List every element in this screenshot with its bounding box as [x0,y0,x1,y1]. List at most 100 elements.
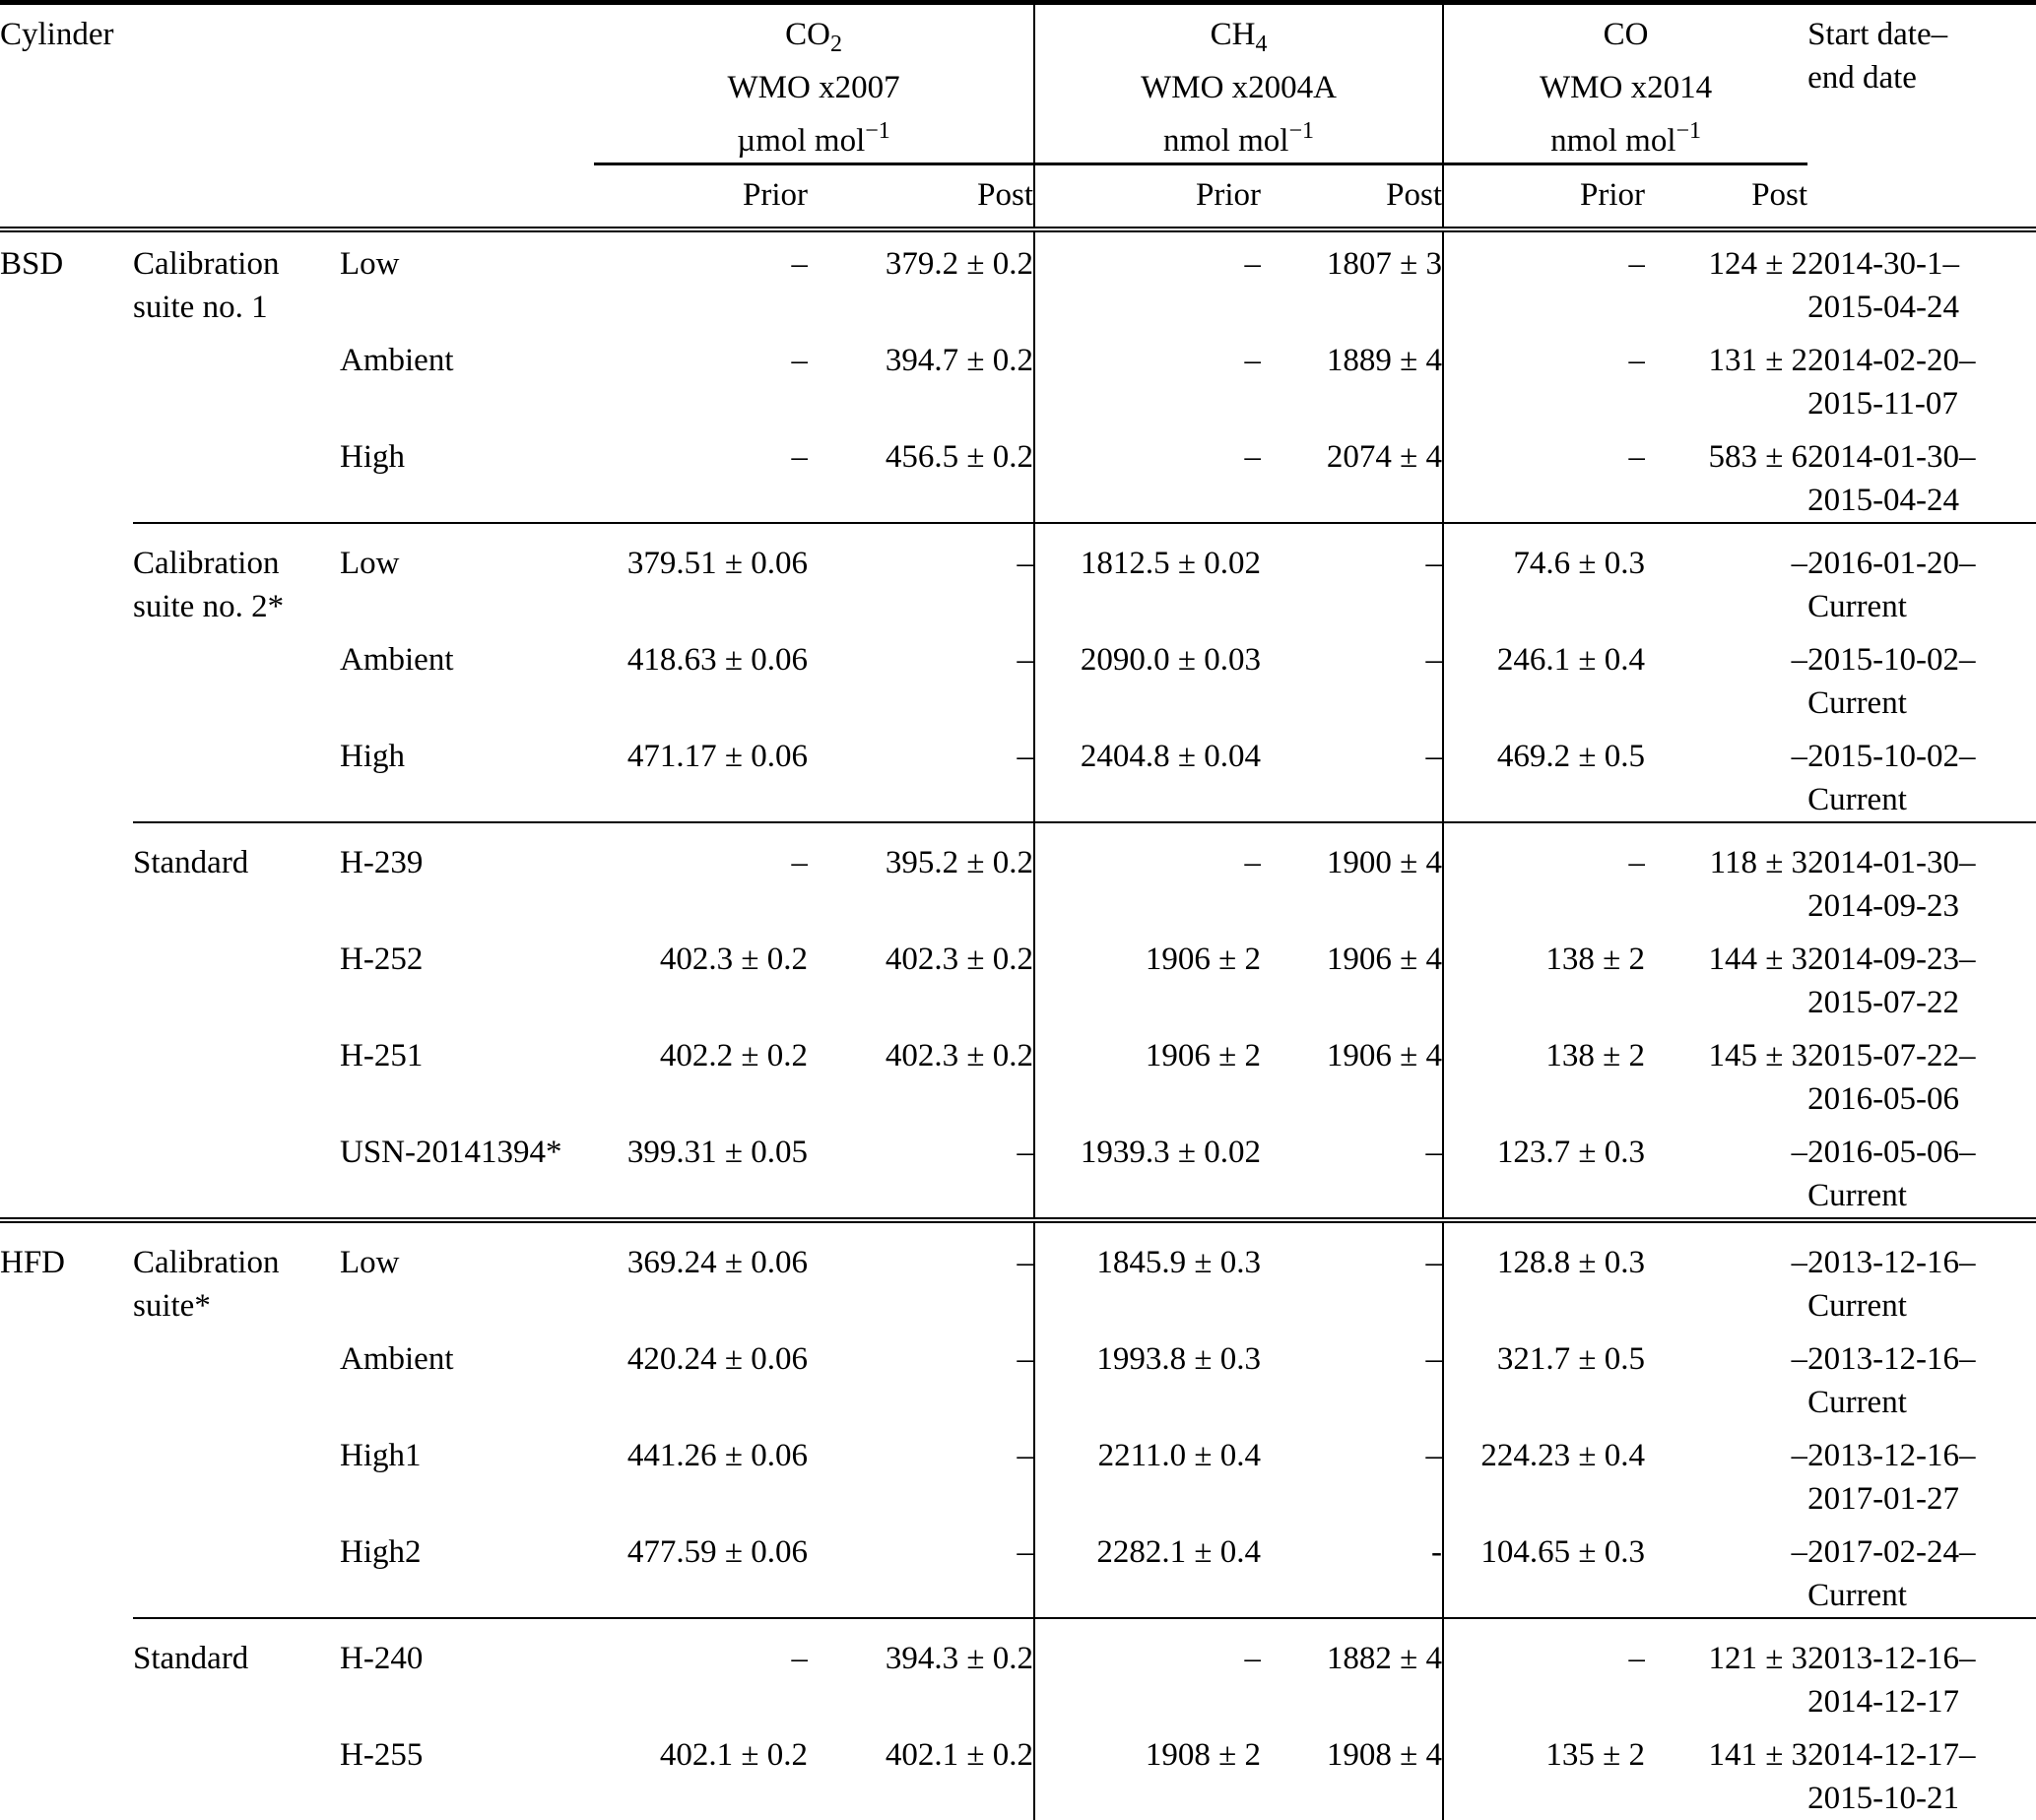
cell-suite: Standard [133,1616,340,1723]
cell-co-prior: 104.65 ± 0.3 [1480,1533,1646,1570]
table-row: High 471.17 ± 0.06–2404.8 ± 0.04–469.2 ± … [0,724,2036,822]
cell-level: High [340,438,405,475]
cell-co-prior: 321.7 ± 0.5 [1496,1340,1646,1377]
cell-co2-prior: 418.63 ± 0.06 [626,641,809,678]
cell-co-prior: 123.7 ± 0.3 [1496,1134,1646,1170]
cell-co-post: 121 ± 3 [1645,1616,1808,1723]
header-spacer [0,163,595,232]
cell-co-prior: 138 ± 2 [1545,1037,1646,1073]
cell-dates: 2014-30-1– 2015-04-24 [1807,245,1960,325]
cell-level: Low [340,245,400,282]
cell-co2-prior: – [791,245,809,282]
cell-level: H-252 [340,941,424,977]
table-row: Ambient –394.7 ± 0.2–1889 ± 4–131 ± 2 2014… [0,328,2036,425]
cell-ch4-prior: – [1244,438,1262,475]
header-dates-spacer [1807,163,2036,232]
cell-ch4-prior: 1812.5 ± 0.02 [1034,521,1262,628]
cell-site [0,1328,133,1424]
cell-ch4-post: – [1261,724,1445,822]
table-row: Calibration suite no. 2* Low 379.51 ± 0.06–… [0,521,2036,628]
cell-site [0,725,133,822]
cell-suite [133,1521,340,1618]
co2-unit-label: µmol mol−1 [737,118,890,159]
header-co2-post: Post [808,163,1036,232]
cell-co2-prior: – [594,820,809,928]
cell-dates: 2016-05-06– Current [1807,1134,1976,1213]
cell-co-prior: – [1443,820,1646,928]
co-gas-label: CO [1603,17,1649,52]
table-row: High –456.5 ± 0.2–2074 ± 4–583 ± 6 2014-01… [0,424,2036,523]
cell-ch4-post: – [1261,1423,1445,1521]
cell-co-prior: – [1443,1616,1646,1723]
header-group-ch4: CH4 WMO x2004A nmol mol−1 [1034,0,1445,165]
cell-level: Ambient [340,1340,454,1377]
cell-co-prior: 74.6 ± 0.3 [1443,521,1646,628]
cell-co-post: – [1791,738,1808,774]
cell-co-prior: 128.8 ± 0.3 [1443,1216,1646,1328]
table-header: Cylinder CO2 WMO x2007 µmol mol−1 CH4 WM… [0,0,2036,232]
cell-dates: 2013-12-16– Current [1807,1216,2036,1328]
cell-ch4-post: 1889 ± 4 [1261,328,1445,425]
cell-dates: 2013-12-16– Current [1807,1340,1976,1420]
table-row: BSD Calibration suite no. 1 Low –379.2 ± 0.2… [0,228,2036,329]
cell-site [0,425,133,523]
cell-ch4-post: – [1261,521,1445,628]
cell-ch4-post: – [1261,1327,1445,1424]
cell-co2-post: – [808,1216,1036,1328]
cell-suite [133,1121,340,1220]
table-row: Ambient 420.24 ± 0.06–1993.8 ± 0.3–321.7 … [0,1327,2036,1424]
cell-ch4-prior: 1908 ± 2 [1145,1736,1262,1773]
co-scale-label: WMO x2014 [1540,70,1713,105]
cell-dates: 2014-01-30– 2014-09-23 [1807,820,2036,928]
table-row: H-251 402.2 ± 0.2 402.3 ± 0.2 1906 ± 2 1906 … [0,1023,2036,1121]
cell-level: H-240 [340,1616,595,1723]
header-co-prior: Prior [1443,163,1646,232]
cell-suite [133,1424,340,1521]
table-row: Standard H-239–395.2 ± 0.2–1900 ± 4–118 ±… [0,820,2036,928]
cell-suite [133,1024,340,1121]
cell-dates: 2015-07-22– 2016-05-06 [1807,1037,1976,1117]
cell-ch4-post: 1906 ± 4 [1261,927,1445,1024]
cell-ch4-post: - [1261,1520,1445,1618]
cell-co2-prior: – [791,438,809,475]
table-row: Standard H-240–394.3 ± 0.2–1882 ± 4–121 ±… [0,1616,2036,1723]
table-row: High2 477.59 ± 0.06–2282.1 ± 0.4-104.65 ±… [0,1520,2036,1618]
cell-site: HFD [0,1216,133,1328]
cell-site [0,1121,133,1220]
cell-co-post: 131 ± 2 [1708,342,1808,378]
table-body: BSD Calibration suite no. 1 Low –379.2 ± 0.2… [0,228,2036,1820]
cell-level: Low [340,1216,595,1328]
header-group-row: Cylinder CO2 WMO x2007 µmol mol−1 CH4 WM… [0,0,2036,165]
table-row: H-255 402.1 ± 0.2 402.1 ± 0.2 1908 ± 2 1908 … [0,1722,2036,1820]
cell-co2-post: 394.7 ± 0.2 [808,328,1036,425]
cell-level: H-255 [340,1736,424,1773]
table-row: H-252 402.3 ± 0.2 402.3 ± 0.2 1906 ± 2 1906 … [0,927,2036,1024]
cell-ch4-post: 1900 ± 4 [1261,820,1445,928]
cell-dates: 2013-12-16– 2014-12-17 [1807,1616,2036,1723]
cell-level: Ambient [340,641,454,678]
cell-dates: 2014-01-30– 2015-04-24 [1807,438,1976,518]
header-dates: Start date– end date [1807,0,2036,164]
cell-ch4-post: 1807 ± 3 [1261,228,1445,329]
co2-gas-label: CO2 [785,17,842,57]
header-ch4-prior: Prior [1034,163,1262,232]
cell-dates: 2013-12-16– 2017-01-27 [1807,1437,1976,1517]
cell-co-prior: 138 ± 2 [1545,941,1646,977]
cell-co2-post: 394.3 ± 0.2 [808,1616,1036,1723]
cell-co2-post: – [808,1520,1036,1618]
cell-site [0,1521,133,1618]
cell-co-prior: 224.23 ± 0.4 [1480,1437,1646,1473]
cell-co2-post: – [808,724,1036,822]
cell-dates: 2015-10-02– Current [1807,738,1976,817]
ch4-gas-label: CH4 [1210,17,1268,57]
cell-suite [133,425,340,523]
table-row: Ambient 418.63 ± 0.06–2090.0 ± 0.03–246.1… [0,627,2036,725]
cell-co-post: – [1791,1340,1808,1377]
cell-suite: Calibration suite no. 2* [133,521,340,628]
cell-co2-post: 402.3 ± 0.2 [808,927,1036,1024]
cell-level: USN-20141394* [340,1134,562,1170]
cell-dates: 2014-02-20– 2015-11-07 [1807,342,1976,422]
co-unit-label: nmol mol−1 [1550,118,1702,159]
cell-level: High [340,738,405,774]
